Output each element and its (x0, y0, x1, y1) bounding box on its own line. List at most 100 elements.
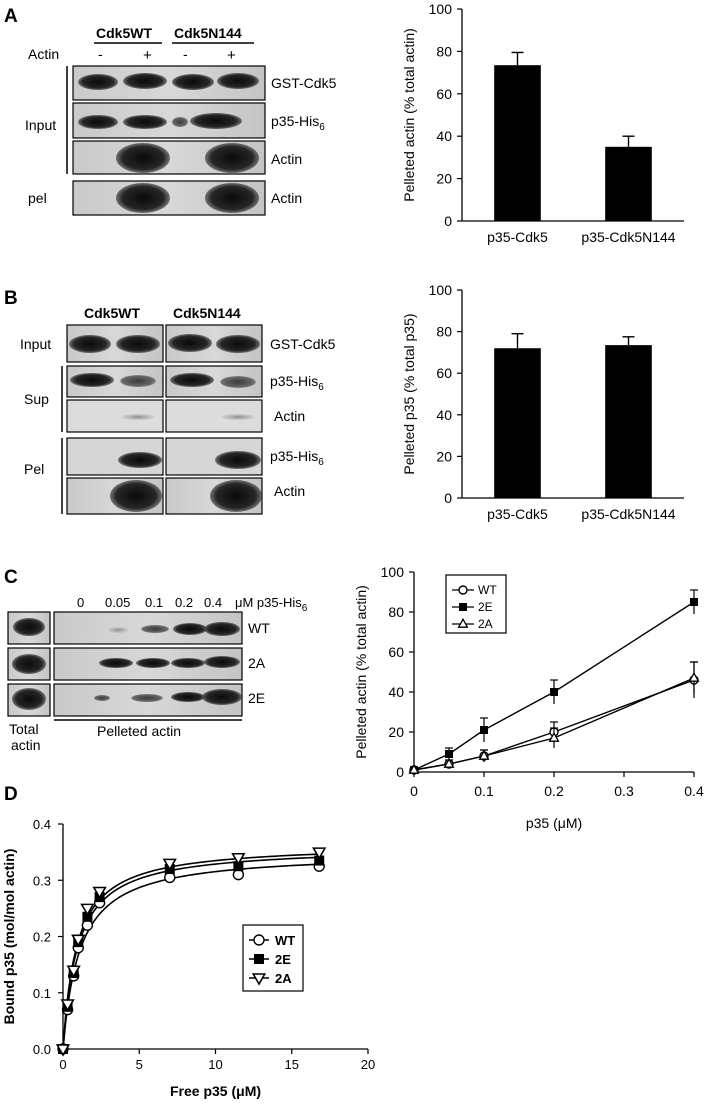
y-axis-label: Pelleted p35 (% total p35) (401, 313, 417, 474)
b-pel-label: Pel (24, 461, 44, 477)
band (120, 375, 156, 387)
x-tick-label: 0.3 (614, 783, 634, 799)
y-tick-label: 40 (436, 128, 452, 144)
b-label-actin-sup: Actin (274, 408, 305, 424)
blot-label-p35: p35-His6 (271, 113, 325, 133)
panel-d-letter: D (4, 784, 18, 805)
x-tick-label: 20 (361, 1057, 375, 1072)
legend-label: WT (275, 933, 295, 948)
c-row-wt: WT (248, 620, 270, 636)
band (116, 183, 170, 213)
b-input-label: Input (20, 336, 51, 352)
data-point (408, 763, 420, 774)
bar (494, 348, 541, 498)
blot-label-actin-pel: Actin (271, 190, 302, 206)
y-tick-label: 40 (388, 684, 404, 700)
data-point (92, 886, 107, 900)
band (118, 452, 162, 468)
panel-b-header-left: Cdk5WT (84, 305, 140, 321)
y-tick-label: 80 (388, 604, 404, 620)
bar (605, 146, 652, 221)
conc-0: 0 (77, 595, 84, 610)
panel-a-actin-label: Actin (28, 46, 59, 62)
legend-marker (254, 954, 264, 964)
bar (605, 345, 652, 498)
x-category-label: p35-Cdk5 (487, 506, 548, 522)
panel-c-letter: C (4, 567, 18, 588)
fit-curve (62, 863, 323, 1050)
y-tick-label: 0.1 (33, 986, 51, 1001)
data-point (548, 731, 560, 742)
c-pelleted-label: Pelleted actin (97, 723, 181, 739)
legend-marker (459, 603, 467, 611)
band (171, 692, 205, 702)
band (131, 694, 163, 702)
b-label-p35-sup: p35-His6 (270, 373, 324, 393)
legend-marker (253, 934, 265, 946)
y-tick-label: 0.3 (33, 873, 51, 888)
y-tick-label: 20 (436, 171, 452, 187)
x-axis-label: Free p35 (μM) (170, 1083, 261, 1099)
blot-label-actin-input: Actin (271, 151, 302, 167)
input-group-label: Input (25, 117, 56, 133)
band (204, 656, 240, 668)
band (122, 414, 154, 420)
x-category-label: p35-Cdk5 (487, 229, 548, 245)
data-point (66, 965, 81, 978)
sign-minus-2: - (183, 46, 188, 62)
y-tick-label: 0 (396, 764, 404, 780)
band (70, 373, 114, 387)
conc-0.2: 0.2 (175, 595, 193, 610)
panel-a-header-right: Cdk5N144 (174, 25, 242, 41)
band (69, 335, 111, 353)
band (222, 414, 254, 420)
data-point (60, 999, 75, 1012)
band (190, 113, 242, 129)
sign-plus-2: + (227, 47, 236, 64)
legend-box (445, 574, 507, 634)
band (172, 74, 214, 90)
data-point (162, 858, 177, 871)
band (12, 688, 46, 710)
band (215, 451, 261, 469)
band (94, 695, 110, 701)
y-tick-label: 100 (429, 1, 453, 17)
panel-b-letter: B (4, 288, 18, 309)
c-total-label-2: actin (11, 737, 41, 753)
y-axis-label: Pelleted actin (% total actin) (401, 28, 417, 202)
band (116, 335, 160, 353)
band (202, 689, 242, 705)
band (12, 654, 46, 674)
chart-a-pelleted-actin: 0 20 40 60 80 100 p35-Cdk5 p35-Cdk5N144 Pelleted… (401, 1, 684, 245)
panel-a-blots: A Cdk5WT Cdk5N144 Actin - + - + Input pe… (4, 6, 337, 216)
legend-marker (457, 617, 469, 628)
band (170, 373, 214, 387)
legend-box (242, 924, 304, 992)
conc-unit: μM p35-His6 (235, 595, 308, 614)
conc-0.05: 0.05 (105, 595, 130, 610)
sign-plus-1: + (143, 47, 152, 64)
data-point (314, 855, 325, 866)
panel-b-header-right: Cdk5N144 (173, 305, 241, 321)
x-category-label: p35-Cdk5N144 (581, 506, 675, 522)
y-tick-label: 60 (436, 365, 452, 381)
y-tick-label: 0.2 (33, 930, 51, 945)
data-point (480, 726, 488, 734)
chart-d-binding-curve: 0.0 0.1 0.2 0.3 0.4 0 5 10 15 20 Free p35 (μM) Boun… (1, 817, 375, 1099)
y-tick-label: 0.0 (33, 1042, 51, 1057)
band (210, 480, 262, 512)
band (78, 74, 118, 90)
data-point (82, 911, 93, 922)
data-point (55, 1044, 71, 1057)
legend-label: 2A (275, 971, 292, 986)
x-axis-label: p35 (μM) (526, 815, 582, 831)
x-tick-label: 10 (208, 1057, 222, 1072)
c-total-label-1: Total (9, 721, 39, 737)
y-tick-label: 100 (429, 282, 453, 298)
y-tick-label: 0 (444, 213, 452, 229)
x-tick-label: 5 (136, 1057, 143, 1072)
b-label-actin-pel: Actin (274, 483, 305, 499)
band (205, 183, 259, 213)
pel-group-label: pel (28, 190, 47, 206)
y-axis-label: Pelleted actin (% total actin) (353, 585, 369, 759)
